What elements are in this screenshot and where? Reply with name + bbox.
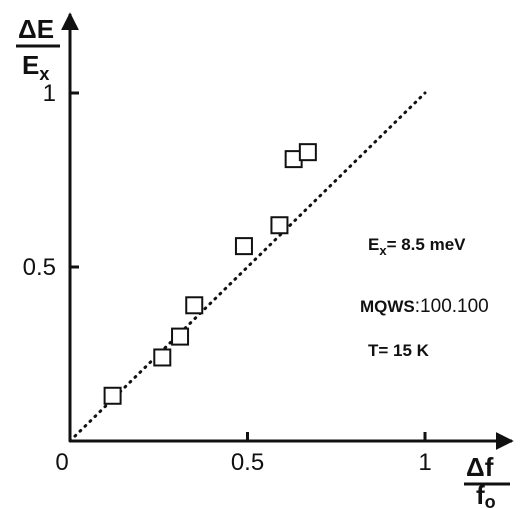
data-point (103, 386, 122, 405)
data-point (234, 237, 253, 256)
x-axis-ticks: 0 0.5 1 (55, 432, 432, 476)
svg-text:Ex: Ex (22, 50, 49, 84)
annotation-exciton-energy: Ex= 8.5 meV (368, 235, 466, 258)
y-tick-label: 1 (43, 80, 56, 107)
reference-line (68, 91, 427, 443)
x-label-denominator: f (476, 480, 485, 509)
x-tick-label: 0 (55, 449, 68, 476)
data-point (270, 216, 289, 235)
annotations: Ex= 8.5 meV MQWS:100.100 T= 15 K (360, 235, 489, 360)
y-axis-ticks: 0.51 (23, 80, 79, 281)
y-axis-label: ΔE Ex (16, 14, 60, 84)
x-tick-label: 0.5 (231, 449, 264, 476)
annotation-temperature: T= 15 K (368, 341, 430, 360)
data-point (153, 348, 172, 367)
data-point (171, 327, 190, 346)
y-label-denominator-sub: x (39, 64, 49, 84)
annotation-sample: MQWS:100.100 (360, 296, 489, 317)
x-label-denominator-sub: o (485, 492, 496, 509)
y-label-denominator: E (22, 50, 39, 80)
x-tick-label: 1 (418, 449, 431, 476)
data-point (185, 296, 204, 315)
y-label-numerator: ΔE (18, 14, 54, 44)
x-axis-label: Δf fo (464, 452, 510, 509)
y-tick-label: 0.5 (23, 254, 56, 281)
x-label-numerator: Δf (466, 452, 494, 482)
data-points (103, 143, 317, 405)
svg-text:fo: fo (476, 480, 496, 509)
data-point (298, 143, 317, 162)
